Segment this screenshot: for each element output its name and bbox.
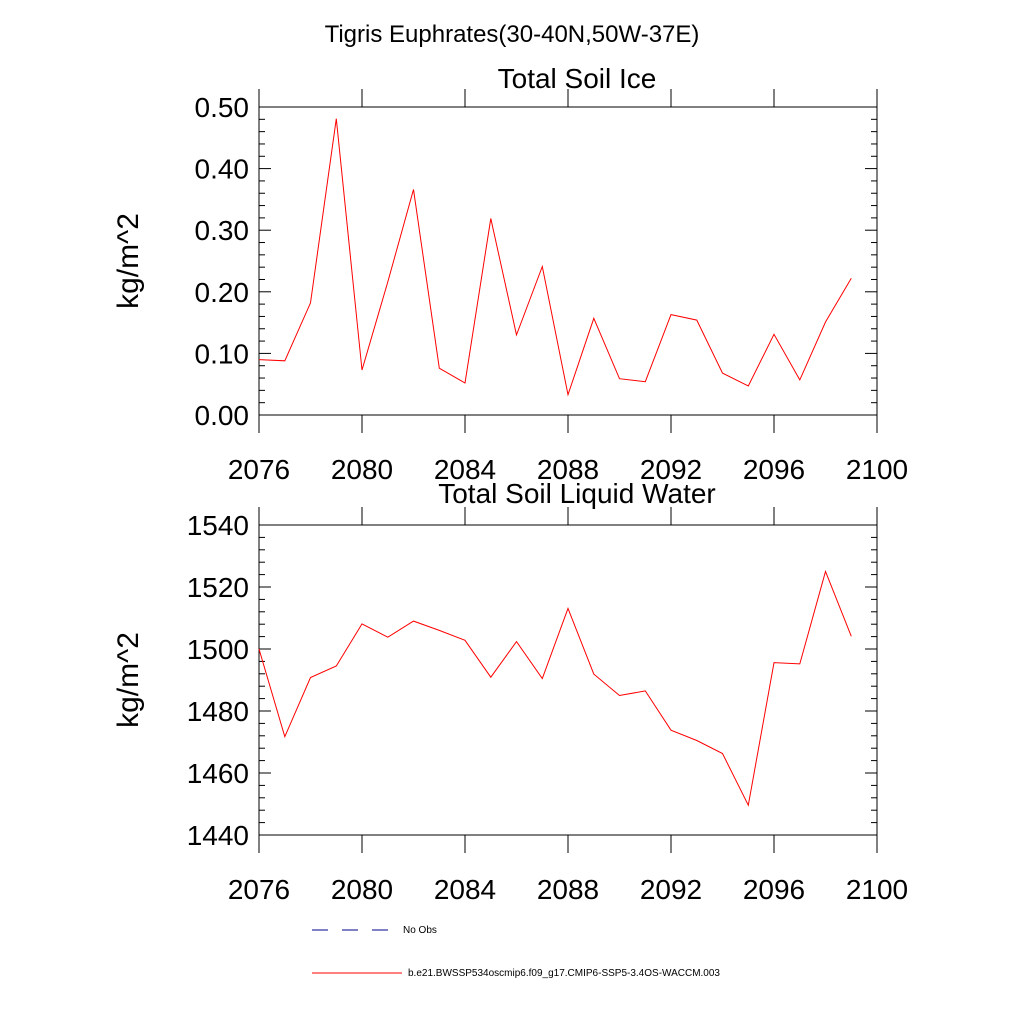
- data-point-liquid: [387, 637, 388, 638]
- figure-title: Tigris Euphrates(30-40N,50W-37E): [325, 21, 700, 48]
- data-point-liquid: [825, 571, 826, 572]
- legend-label-model: b.e21.BWSSP534oscmip6.f09_g17.CMIP6-SSP5…: [408, 968, 720, 979]
- panel-total-soil-liquid-water: Total Soil Liquid Water kg/m^2 1440 1460 148…: [112, 478, 908, 905]
- data-point-liquid: [799, 663, 800, 664]
- data-point-liquid: [465, 640, 466, 641]
- data-point-ice: [568, 394, 569, 395]
- y-axis-label-liquid: kg/m^2: [112, 632, 145, 728]
- plot-frame-liquid: [258, 524, 878, 836]
- y-tick-label: 1500: [187, 634, 249, 665]
- y-tick-label: 0.10: [195, 338, 250, 369]
- data-point-ice: [516, 334, 517, 335]
- data-point-liquid: [284, 736, 285, 737]
- data-point-ice: [490, 218, 491, 219]
- data-point-ice: [362, 370, 363, 371]
- data-point-liquid: [516, 641, 517, 642]
- data-point-ice: [851, 278, 852, 279]
- data-point-liquid: [362, 623, 363, 624]
- panel-total-soil-ice: Total Soil Ice kg/m^2 0.00 0.10 0.20 0.30 0.40…: [112, 63, 908, 485]
- y-tick-label: 0.40: [195, 154, 250, 185]
- panel-title-ice: Total Soil Ice: [498, 63, 657, 94]
- x-tick-label: 2080: [331, 874, 393, 905]
- y-tick-label: 1480: [187, 696, 249, 727]
- y-tick-label: 1440: [187, 820, 249, 851]
- data-point-liquid: [542, 678, 543, 679]
- data-point-liquid: [748, 805, 749, 806]
- x-tick-label: 2088: [537, 454, 599, 485]
- data-point-liquid: [413, 621, 414, 622]
- y-tick-label: 1540: [187, 510, 249, 541]
- x-tick-label: 2076: [228, 874, 290, 905]
- data-point-ice: [799, 379, 800, 380]
- y-axis-label-ice: kg/m^2: [112, 213, 145, 309]
- plot-frame-ice: [258, 106, 878, 416]
- data-point-ice: [619, 378, 620, 379]
- y-tick-label: 0.00: [195, 400, 250, 431]
- data-point-ice: [774, 334, 775, 335]
- data-point-ice: [593, 318, 594, 319]
- y-tick-label: 0.20: [195, 277, 250, 308]
- x-tick-label: 2084: [434, 454, 496, 485]
- data-point-liquid: [774, 662, 775, 663]
- data-point-liquid: [619, 695, 620, 696]
- data-point-liquid: [593, 674, 594, 675]
- legend-label-obs: No Obs: [403, 925, 437, 936]
- data-point-liquid: [671, 730, 672, 731]
- legend: No Obs b.e21.BWSSP534oscmip6.f09_g17.CMI…: [312, 925, 720, 979]
- x-tick-label: 2100: [846, 454, 908, 485]
- data-point-liquid: [259, 649, 260, 650]
- x-tick-label: 2092: [640, 454, 702, 485]
- data-point-liquid: [336, 666, 337, 667]
- y-tick-label: 0.30: [195, 215, 250, 246]
- x-tick-label: 2092: [640, 874, 702, 905]
- data-point-ice: [259, 359, 260, 360]
- data-point-ice: [696, 320, 697, 321]
- panel-title-liquid: Total Soil Liquid Water: [438, 478, 716, 509]
- data-point-ice: [284, 360, 285, 361]
- y-tick-label: 0.50: [195, 92, 250, 123]
- data-point-liquid: [490, 677, 491, 678]
- x-tick-label: 2088: [537, 874, 599, 905]
- data-point-ice: [722, 373, 723, 374]
- data-point-ice: [542, 266, 543, 267]
- data-point-liquid: [439, 630, 440, 631]
- x-tick-label: 2084: [434, 874, 496, 905]
- series-line-liquid: [258, 569, 852, 807]
- x-tick-label: 2100: [846, 874, 908, 905]
- data-point-ice: [671, 314, 672, 315]
- data-point-liquid: [722, 753, 723, 754]
- x-tick-label: 2076: [228, 454, 290, 485]
- data-point-ice: [336, 118, 337, 119]
- data-point-ice: [465, 383, 466, 384]
- series-line-ice: [258, 118, 852, 397]
- x-tick-label: 2080: [331, 454, 393, 485]
- data-point-liquid: [568, 608, 569, 609]
- data-point-ice: [387, 281, 388, 282]
- data-point-ice: [645, 381, 646, 382]
- data-point-liquid: [696, 740, 697, 741]
- data-point-ice: [825, 322, 826, 323]
- data-point-ice: [413, 189, 414, 190]
- y-tick-label: 1460: [187, 758, 249, 789]
- data-point-liquid: [310, 677, 311, 678]
- data-point-liquid: [851, 636, 852, 637]
- data-point-ice: [310, 302, 311, 303]
- data-point-liquid: [645, 690, 646, 691]
- data-point-ice: [748, 386, 749, 387]
- y-tick-label: 1520: [187, 572, 249, 603]
- data-point-ice: [439, 368, 440, 369]
- x-tick-label: 2096: [743, 454, 805, 485]
- x-tick-label: 2096: [743, 874, 805, 905]
